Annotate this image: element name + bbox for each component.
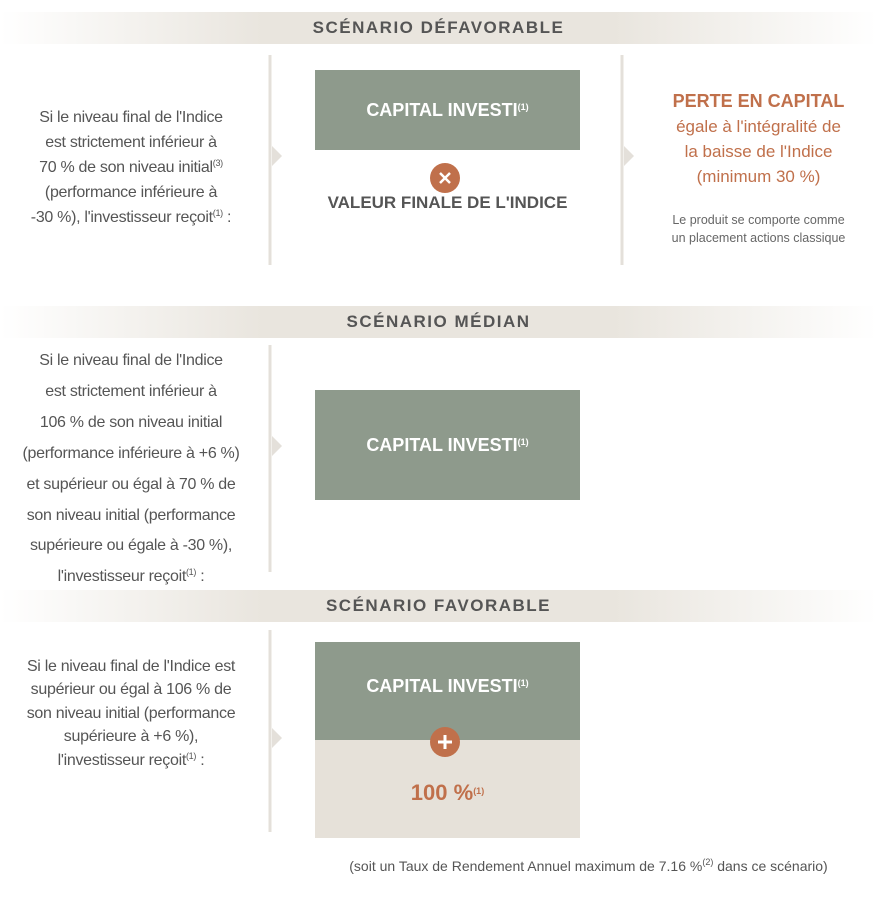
condition: Si le niveau final de l'Indice est supéri… <box>0 655 262 772</box>
cross-icon <box>430 163 460 193</box>
superscript: (1) <box>517 436 529 447</box>
result-note: Le produit se comporte comme un placement… <box>640 211 877 247</box>
line: Si le niveau final de l'Indice <box>0 346 262 377</box>
line: et supérieur ou égal à 70 % de <box>0 470 262 501</box>
text: : <box>196 568 205 586</box>
dividers <box>268 55 624 832</box>
footnote: (soit un Taux de Rendement Annuel maximu… <box>300 857 877 875</box>
text: est strictement inférieur à <box>45 382 217 400</box>
line: l'investisseur reçoit(1) : <box>0 562 262 593</box>
result-headline: PERTE EN CAPITAL <box>672 91 845 111</box>
line: Si le niveau final de l'Indice <box>0 105 262 130</box>
capital-box: CAPITAL INVESTI(1) <box>315 70 580 150</box>
text: -30 %), l'investisseur reçoit <box>30 209 213 226</box>
condition: Si le niveau final de l'Indice est strict… <box>0 346 262 593</box>
text: l'investisseur reçoit <box>57 751 187 769</box>
text: 100 % <box>410 780 474 805</box>
text: supérieur ou égal à 106 % de <box>30 681 232 699</box>
text: dans ce scénario) <box>713 858 828 874</box>
below-label: VALEUR FINALE DE L'INDICE <box>327 193 568 212</box>
line: son niveau initial (performance <box>0 501 262 532</box>
rich-text: (soit un Taux de Rendement Annuel maximu… <box>349 857 828 875</box>
plus-icon <box>430 727 460 757</box>
line: un placement actions classique <box>671 231 846 245</box>
text: CAPITAL INVESTI <box>366 99 518 120</box>
chevrons <box>272 146 634 748</box>
text: son niveau initial (performance <box>26 704 236 722</box>
capital-box: CAPITAL INVESTI(1) <box>315 390 580 500</box>
section-title: SCÉNARIO FAVORABLE <box>325 596 552 615</box>
line: l'investisseur reçoit(1) : <box>0 749 262 772</box>
text: CAPITAL INVESTI <box>366 434 518 455</box>
rich-text: 100 %(1) <box>411 780 484 806</box>
text: son niveau initial (performance <box>26 506 236 524</box>
text: (performance inférieure à +6 %) <box>22 444 240 462</box>
text: l'investisseur reçoit <box>57 568 187 586</box>
text: (performance inférieure à <box>44 184 218 201</box>
text: Si le niveau final de l'Indice <box>39 109 223 126</box>
text: 106 % de son niveau initial <box>39 413 223 431</box>
header-bar <box>0 12 877 44</box>
line: 70 % de son niveau initial(3) <box>0 155 262 180</box>
text: Si le niveau final de l'Indice <box>39 352 223 369</box>
superscript: (1) <box>517 677 529 688</box>
line: est strictement inférieur à <box>0 130 262 155</box>
superscript: (1) <box>212 208 223 218</box>
line: (performance inférieure à <box>0 180 262 205</box>
line: supérieure ou égale à -30 %), <box>0 531 262 562</box>
line: la baisse de l'Indice <box>684 142 833 161</box>
result: PERTE EN CAPITAL égale à l'intégralité d… <box>640 88 877 247</box>
text: Si le niveau final de l'Indice est <box>26 658 236 675</box>
header-bar <box>0 306 877 338</box>
line: (minimum 30 %) <box>696 167 821 186</box>
text: CAPITAL INVESTI <box>366 675 518 696</box>
text: supérieure ou égale à -30 %), <box>29 537 233 555</box>
superscript: (1) <box>185 750 197 761</box>
section-title: SCÉNARIO MÉDIAN <box>346 312 531 331</box>
line: supérieure à +6 %), <box>0 725 262 748</box>
rich-text: CAPITAL INVESTI(1) <box>366 435 528 456</box>
superscript: (3) <box>212 158 223 168</box>
text: est strictement inférieur à <box>45 134 217 151</box>
text: (soit un Taux de Rendement Annuel maximu… <box>349 858 703 874</box>
text: supérieure à +6 %), <box>63 728 199 746</box>
line: Le produit se comporte comme <box>672 213 845 227</box>
superscript: (1) <box>185 567 197 578</box>
header-bar <box>0 590 877 622</box>
text: : <box>196 751 205 769</box>
line: son niveau initial (performance <box>0 702 262 725</box>
capital-box: CAPITAL INVESTI(1) <box>315 642 580 740</box>
line: supérieur ou égal à 106 % de <box>0 678 262 701</box>
result-lines: égale à l'intégralité de la baisse de l'I… <box>640 114 877 189</box>
text: 70 % de son niveau initial <box>39 159 213 176</box>
section-title: SCÉNARIO DÉFAVORABLE <box>312 18 565 37</box>
rich-text: CAPITAL INVESTI(1) <box>366 100 528 121</box>
superscript: (1) <box>517 101 529 112</box>
line: égale à l'intégralité de <box>676 117 841 136</box>
superscript: (2) <box>702 857 714 867</box>
text: et supérieur ou égal à 70 % de <box>26 475 236 493</box>
line: Si le niveau final de l'Indice est <box>0 655 262 678</box>
condition: Si le niveau final de l'Indice est strict… <box>0 105 262 230</box>
line: (performance inférieure à +6 %) <box>0 439 262 470</box>
text: : <box>222 209 232 226</box>
line: est strictement inférieur à <box>0 377 262 408</box>
line: -30 %), l'investisseur reçoit(1) : <box>0 205 262 230</box>
rich-text: CAPITAL INVESTI(1) <box>366 676 528 697</box>
superscript: (1) <box>473 786 485 796</box>
line: 106 % de son niveau initial <box>0 408 262 439</box>
